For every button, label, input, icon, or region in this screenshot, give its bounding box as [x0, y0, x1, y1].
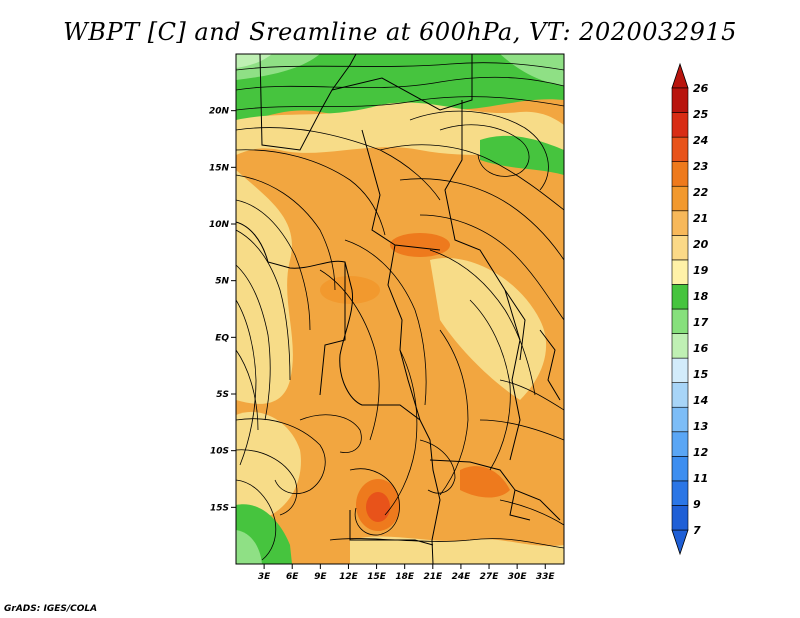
colorbar-swatch [671, 284, 689, 310]
colorbar-swatch [671, 136, 689, 162]
lon-tick-label: 27E [480, 572, 500, 582]
colorbar-label: 21 [693, 212, 708, 225]
colorbar-label: 19 [693, 264, 709, 277]
wbpt-shading [236, 54, 564, 564]
colorbar-swatch [671, 112, 689, 138]
colorbar-label: 11 [693, 472, 708, 485]
lat-tick-label: EQ [215, 333, 229, 343]
lon-tick-label: 15E [367, 572, 387, 582]
colorbar-swatch [671, 161, 689, 187]
lon-tick-label: 12E [339, 572, 359, 582]
colorbar-label: 23 [693, 160, 709, 173]
lon-tick-label: 21E [423, 572, 443, 582]
colorbar-swatch [671, 308, 689, 334]
lon-tick-label: 30E [508, 572, 528, 582]
colorbar-label: 18 [693, 290, 709, 303]
colorbar-label: 20 [693, 238, 709, 251]
colorbar-swatch [671, 87, 689, 113]
colorbar-swatch [671, 185, 689, 212]
colorbar-label: 24 [693, 134, 708, 147]
colorbar-label: 26 [693, 82, 709, 95]
lat-tick-label: 15N [209, 163, 230, 173]
colorbar-max-arrow [671, 62, 689, 89]
colorbar-swatch [671, 406, 689, 433]
latitude-axis: 20N 15N 10N 5N EQ 5S 10S 15S [209, 107, 236, 513]
colorbar-swatch [671, 259, 689, 285]
colorbar-swatch [671, 210, 689, 236]
lat-tick-label: 5N [215, 277, 229, 287]
lat-tick-label: 5S [216, 390, 229, 400]
grads-credit: GrADS: IGES/COLA [4, 604, 98, 614]
lat-tick-label: 20N [209, 107, 230, 117]
colorbar-label: 22 [693, 186, 709, 199]
colorbar-swatch [671, 480, 689, 506]
country-borders [236, 54, 561, 564]
colorbar-label: 25 [693, 108, 709, 121]
colorbar-label: 13 [693, 420, 709, 433]
colorbar-swatch [671, 333, 689, 359]
lon-tick-label: 24E [452, 572, 472, 582]
lon-tick-label: 18E [395, 572, 415, 582]
lat-tick-label: 15S [210, 503, 229, 513]
colorbar-label: 16 [693, 342, 709, 355]
lon-tick-label: 9E [314, 572, 327, 582]
colorbar: 7 9 11 12 13 14 15 16 17 18 19 20 21 22 23 24 25 26 [671, 62, 709, 556]
colorbar-swatch [671, 235, 689, 261]
lat-tick-label: 10S [210, 447, 229, 457]
colorbar-label: 17 [693, 316, 709, 329]
lon-tick-label: 6E [286, 572, 299, 582]
colorbar-label: 12 [693, 446, 709, 459]
colorbar-swatch [671, 505, 689, 531]
colorbar-swatch [671, 431, 689, 457]
colorbar-swatch [671, 357, 689, 383]
colorbar-min-arrow [671, 529, 689, 556]
longitude-axis: 3E 6E 9E 12E 15E 18E 21E 24E 27E 30E 33E [258, 564, 556, 582]
colorbar-swatch [671, 456, 689, 482]
map-title: WBPT [C] and Sreamline at 600hPa, VT: 20… [63, 18, 737, 46]
map-frame [235, 53, 565, 565]
colorbar-swatch [671, 382, 689, 408]
colorbar-label: 15 [693, 368, 709, 381]
colorbar-label: 7 [693, 524, 701, 537]
lat-tick-label: 10N [209, 220, 230, 230]
colorbar-label: 14 [693, 394, 708, 407]
lon-tick-label: 33E [536, 572, 556, 582]
lon-tick-label: 3E [258, 572, 271, 582]
colorbar-label: 9 [693, 498, 701, 511]
